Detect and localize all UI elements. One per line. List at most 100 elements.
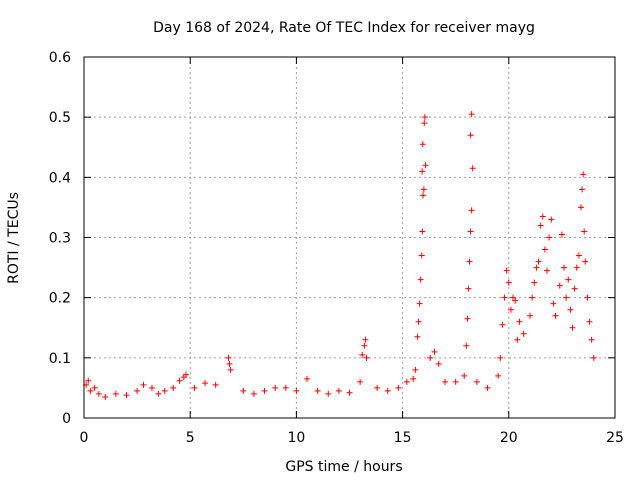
y-axis-ticks: 0 0.1 0.2 0.3 0.4 0.5 0.6	[49, 50, 615, 427]
data-point	[565, 276, 572, 283]
data-point	[148, 384, 155, 391]
data-point	[552, 312, 559, 319]
y-tick-label: 0.1	[49, 351, 71, 367]
data-point	[422, 162, 429, 169]
data-point	[556, 282, 563, 289]
data-point	[363, 354, 370, 361]
y-tick-label: 0.4	[49, 170, 71, 186]
data-point	[529, 294, 536, 301]
data-point	[558, 231, 565, 238]
data-points	[83, 111, 597, 400]
plot-frame	[83, 56, 616, 419]
data-point	[95, 390, 102, 397]
data-point	[282, 384, 289, 391]
data-point	[191, 384, 198, 391]
data-point	[102, 393, 109, 400]
data-point	[419, 228, 426, 235]
data-point	[569, 324, 576, 331]
data-point	[427, 354, 434, 361]
data-point	[403, 378, 410, 385]
data-point	[240, 387, 247, 394]
data-point	[123, 392, 130, 399]
data-point	[170, 384, 177, 391]
x-tick-label: 10	[287, 430, 305, 446]
data-point	[567, 306, 574, 313]
data-point	[357, 378, 364, 385]
data-point	[416, 300, 423, 307]
data-point	[91, 384, 98, 391]
data-point	[579, 186, 586, 193]
data-point	[134, 387, 141, 394]
data-point	[419, 168, 426, 175]
x-tick-label: 20	[500, 430, 518, 446]
data-point	[421, 120, 428, 127]
data-point	[537, 222, 544, 229]
data-point	[395, 384, 402, 391]
data-point	[467, 132, 474, 139]
data-point	[531, 279, 538, 286]
data-point	[419, 141, 426, 148]
data-point	[272, 384, 279, 391]
data-point	[533, 264, 540, 271]
data-point	[501, 294, 508, 301]
chart-title: Day 168 of 2024, Rate Of TEC Index for r…	[153, 20, 535, 36]
data-point	[182, 371, 189, 378]
data-point	[161, 387, 168, 394]
data-point	[225, 354, 232, 361]
data-point	[464, 315, 471, 322]
data-point	[581, 228, 588, 235]
data-point	[325, 390, 332, 397]
data-point	[550, 300, 557, 307]
y-tick-label: 0.2	[49, 291, 71, 307]
data-point	[155, 390, 162, 397]
data-point	[293, 387, 300, 394]
data-point	[512, 297, 519, 304]
data-point	[250, 390, 257, 397]
data-point	[469, 165, 476, 172]
data-point	[503, 267, 510, 274]
data-point	[586, 318, 593, 325]
data-point	[442, 378, 449, 385]
data-point	[505, 279, 512, 286]
data-point	[87, 387, 94, 394]
data-point	[495, 372, 502, 379]
data-point	[578, 204, 585, 211]
data-point	[520, 330, 527, 337]
data-point	[346, 389, 353, 396]
data-point	[419, 192, 426, 199]
data-point	[468, 111, 475, 118]
data-point	[497, 354, 504, 361]
data-point	[362, 336, 369, 343]
data-point	[227, 366, 234, 373]
data-point	[510, 294, 517, 301]
data-point	[571, 285, 578, 292]
y-tick-label: 0.5	[49, 110, 71, 126]
data-point	[431, 348, 438, 355]
x-tick-label: 25	[606, 430, 624, 446]
data-point	[261, 387, 268, 394]
y-tick-label: 0.3	[49, 231, 71, 247]
data-point	[484, 384, 491, 391]
x-tick-label: 0	[80, 430, 89, 446]
data-point	[384, 387, 391, 394]
data-point	[226, 360, 233, 367]
data-point	[466, 258, 473, 265]
data-point	[452, 378, 459, 385]
y-tick-label: 0.6	[49, 50, 71, 66]
data-point	[514, 336, 521, 343]
data-point	[417, 276, 424, 283]
data-point	[575, 252, 582, 259]
data-point	[421, 114, 428, 121]
data-point	[582, 258, 589, 265]
data-point	[465, 285, 472, 292]
data-point	[541, 246, 548, 253]
data-point	[418, 252, 425, 259]
data-point	[539, 213, 546, 220]
data-point	[584, 294, 591, 301]
data-point	[112, 390, 119, 397]
data-point	[580, 171, 587, 178]
data-point	[435, 360, 442, 367]
data-point	[527, 312, 534, 319]
data-point	[473, 378, 480, 385]
